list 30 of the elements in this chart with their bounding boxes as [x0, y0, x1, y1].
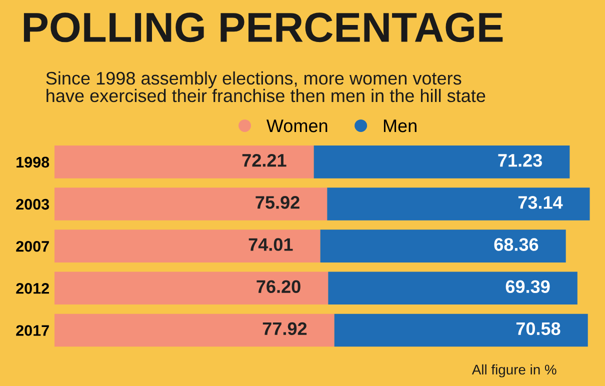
- bar: [54, 230, 320, 262]
- chart-title: POLLING PERCENTAGE: [24, 12, 503, 42]
- y-tick-label: 2017: [16, 325, 49, 336]
- text: All figure in %: [472, 364, 556, 378]
- data-label: 69.39: [506, 280, 550, 294]
- bar: [54, 314, 334, 347]
- chart-subtitle: Since 1998 assembly elections, more women voters have exercised their franchise then men in the hill state: [46, 71, 486, 102]
- bar: [54, 146, 314, 178]
- bar: [334, 314, 588, 347]
- data-label: 75.92: [256, 196, 300, 209]
- data-label: 68.36: [494, 238, 538, 251]
- bar: [54, 272, 328, 305]
- data-label: 77.92: [262, 322, 307, 336]
- y-tick-label: 2012: [16, 283, 49, 294]
- bar: [327, 188, 590, 220]
- data-label: 71.23: [498, 154, 542, 167]
- legend-label: Men: [384, 120, 416, 132]
- data-label: 73.14: [518, 196, 563, 209]
- bar: [328, 272, 578, 305]
- data-label: 76.20: [256, 280, 300, 293]
- legend-label: Women: [266, 120, 328, 132]
- data-label: 74.01: [248, 238, 293, 251]
- data-label: 70.58: [516, 322, 560, 336]
- bar: [54, 188, 328, 220]
- data-label: 72.21: [242, 154, 286, 167]
- bar: [320, 230, 566, 262]
- y-tick-label: 2003: [16, 198, 50, 210]
- y-tick-label: 1998: [16, 156, 50, 168]
- bar: [314, 146, 570, 178]
- y-tick-label: 2007: [16, 240, 49, 252]
